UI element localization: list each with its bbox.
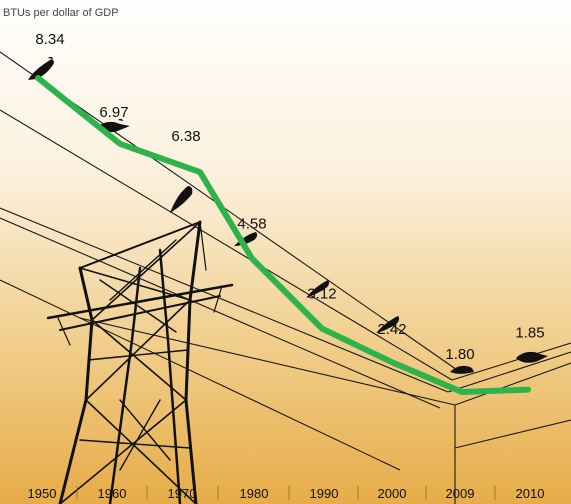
data-label: 8.34 — [35, 31, 64, 48]
power-lines — [0, 51, 571, 504]
transmission-tower — [46, 220, 234, 504]
x-tick-label: 1980 — [240, 486, 269, 501]
series-line — [35, 75, 531, 395]
data-label: 3.12 — [307, 286, 336, 303]
data-labels: 8.34 6.97 6.38 4.58 3.12 2.42 1.80 1.85 — [35, 31, 544, 363]
bird-icon — [516, 351, 548, 363]
bird-icon — [306, 280, 330, 298]
x-tick-label: 1990 — [310, 486, 339, 501]
bird-icon — [170, 186, 193, 213]
data-label: 2.42 — [377, 321, 406, 338]
birds — [28, 56, 548, 374]
bird-icon — [376, 316, 400, 333]
x-tick-label: 1970 — [168, 486, 197, 501]
bird-icon — [450, 365, 474, 374]
data-label: 4.58 — [237, 216, 266, 233]
x-tick-label: 1960 — [98, 486, 127, 501]
x-tick-label: 2010 — [516, 486, 545, 501]
data-label: 6.38 — [171, 128, 200, 145]
data-label: 6.97 — [99, 104, 128, 121]
bird-icon — [28, 56, 54, 80]
x-tick-label: 2009 — [446, 486, 475, 501]
data-label: 1.80 — [445, 346, 474, 363]
data-label: 1.85 — [515, 325, 544, 342]
y-axis-title: BTUs per dollar of GDP — [3, 7, 119, 19]
x-axis-ticks: 1950 1960 1970 1980 1990 2000 2009 2010 — [28, 486, 545, 501]
x-tick-label: 1950 — [28, 486, 57, 501]
x-tick-label: 2000 — [378, 486, 407, 501]
